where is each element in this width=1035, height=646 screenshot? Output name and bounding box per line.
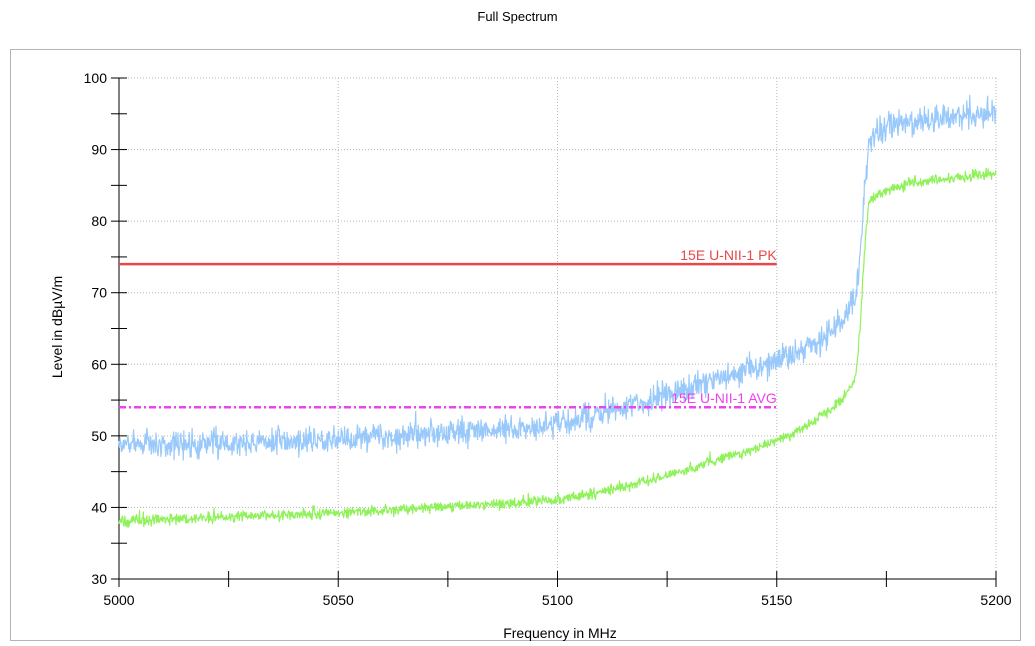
x-tick-label: 5200 xyxy=(980,592,1011,608)
grid-layer xyxy=(119,77,997,579)
y-tick-label: 80 xyxy=(91,213,107,229)
limit-label-pk: 15E U-NII-1 PK xyxy=(680,247,777,263)
x-tick-label: 5150 xyxy=(761,592,792,608)
chart-frame xyxy=(10,49,1021,641)
y-tick-label: 30 xyxy=(91,571,107,587)
y-tick-label: 90 xyxy=(91,142,107,158)
y-axis-label: Level in dBµV/m xyxy=(49,276,65,378)
y-tick-label: 60 xyxy=(91,356,107,372)
limit-line-layer: 15E U-NII-1 PK 15E U-NII-1 AVG xyxy=(119,247,777,409)
y-tick-label: 40 xyxy=(91,499,107,515)
limit-label-avg: 15E U-NII-1 AVG xyxy=(671,390,777,406)
x-axis-label: Frequency in MHz xyxy=(503,625,617,641)
series-line-2 xyxy=(118,167,997,528)
axes-layer: 30 40 50 60 70 80 90 100 5000 5050 5100 5150 5200 xyxy=(84,70,1012,608)
x-tick-label: 5100 xyxy=(542,592,573,608)
chart-title: Full Spectrum xyxy=(477,9,558,24)
y-tick-label: 70 xyxy=(91,285,107,301)
y-tick-label: 100 xyxy=(84,70,108,86)
x-tick-label: 5050 xyxy=(323,592,354,608)
series-line-1 xyxy=(118,94,997,461)
series-layer xyxy=(118,94,997,528)
y-tick-label: 50 xyxy=(91,428,107,444)
x-tick-label: 5000 xyxy=(103,592,134,608)
